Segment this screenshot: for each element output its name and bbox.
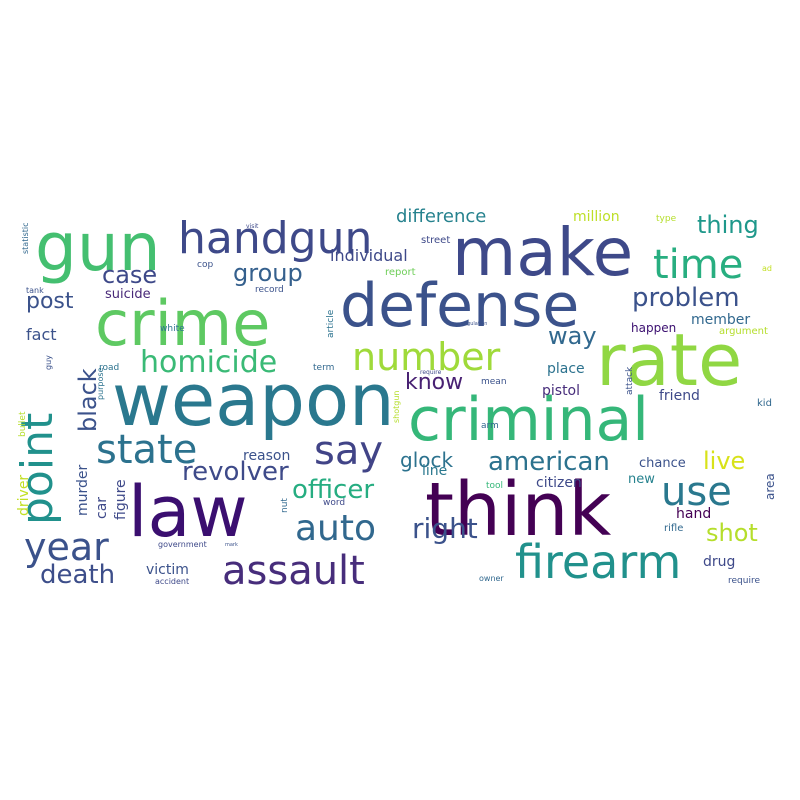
word-45: friend [659,388,700,404]
word-90: regulation [462,321,487,327]
word-55: chance [639,456,686,471]
word-42: member [691,312,750,328]
word-60: rifle [664,523,683,534]
word-5: defense [340,271,579,341]
word-62: argument [719,326,768,337]
word-91: require [420,369,442,376]
word-37: glock [400,448,453,472]
word-14: say [314,428,383,474]
word-44: pistol [542,383,580,399]
word-6: crime [95,287,270,360]
word-26: officer [292,475,374,505]
word-70: article [326,309,336,338]
word-57: hand [676,506,711,522]
word-1: weapon [112,358,395,442]
word-29: case [102,261,157,289]
word-48: murder [75,464,91,516]
word-38: individual [330,246,408,265]
word-92: mark [225,542,238,548]
word-65: record [255,285,284,295]
word-4: criminal [408,385,649,455]
word-40: fact [26,325,57,344]
word-69: term [313,363,334,373]
word-2: law [128,471,248,553]
word-73: arm [481,421,499,431]
word-12: state [96,427,197,473]
word-19: point [12,413,63,525]
word-71: mean [481,377,507,387]
word-59: area [763,473,777,500]
word-22: revolver [182,457,289,487]
word-76: nut [280,498,290,513]
word-67: white [160,324,185,334]
word-11: assault [222,548,365,594]
word-68: road [99,363,119,373]
word-8: gun [35,209,161,286]
word-74: tool [486,481,503,491]
word-47: reason [243,448,290,464]
word-16: homicide [140,345,277,380]
word-9: handgun [178,213,372,264]
word-21: death [40,560,115,590]
word-77: government [158,540,207,549]
word-13: auto [295,508,376,549]
word-31: know [405,370,463,395]
word-56: new [628,472,655,487]
word-25: american [488,447,610,477]
word-54: line [422,463,447,479]
word-18: year [24,525,109,569]
word-32: post [26,289,74,314]
word-79: owner [479,574,504,583]
word-36: difference [396,206,486,227]
word-0: think [425,467,611,553]
word-72: attack [625,366,635,395]
word-50: car [94,497,110,519]
word-10: firearm [515,535,681,589]
word-39: million [573,209,620,225]
word-20: use [661,469,732,515]
word-82: purpose [96,367,105,400]
word-17: time [653,242,743,288]
word-88: ad [762,264,772,273]
word-89: visit [246,223,259,230]
word-87: type [656,214,677,224]
word-43: place [547,361,585,377]
word-58: drug [703,554,735,570]
word-53: citizen [536,475,582,491]
word-51: driver [16,475,32,516]
word-83: guy [44,355,53,370]
word-3: make [452,214,633,291]
word-33: black [74,368,102,432]
word-80: require [728,576,760,586]
word-64: report [385,267,416,278]
word-52: victim [146,562,189,578]
word-81: bullet [18,411,28,437]
word-85: statistic [21,223,30,255]
word-75: word [323,498,345,508]
word-66: cop [197,260,213,270]
word-15: number [352,335,501,379]
word-86: shotgun [392,391,401,424]
word-49: figure [113,479,129,520]
word-41: suicide [105,287,151,302]
word-28: shot [706,519,758,547]
word-34: way [548,322,597,350]
word-30: thing [697,211,759,239]
word-84: tank [26,286,44,295]
word-27: group [233,259,303,287]
word-23: right [412,512,478,545]
word-7: rate [596,318,742,402]
word-35: live [703,447,745,475]
word-61: kid [757,398,772,409]
word-78: accident [155,577,189,586]
word-24: problem [632,283,740,313]
word-63: street [421,235,450,246]
word-46: happen [631,321,676,335]
